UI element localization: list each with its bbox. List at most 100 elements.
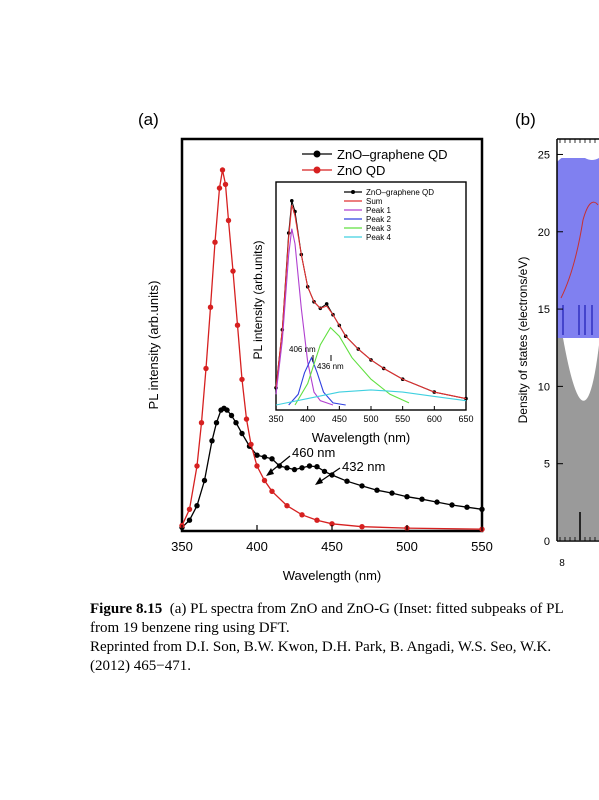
series-1-point: [243, 416, 250, 422]
inset-legend-marker: [351, 190, 355, 194]
series-1-point: [234, 322, 241, 328]
series-0-point: [284, 465, 290, 471]
inset-series-line-3: [288, 356, 346, 406]
series-1-point: [239, 376, 245, 383]
series-0-point: [213, 420, 220, 426]
series-1-point: [230, 268, 236, 274]
series-1-point: [207, 304, 214, 310]
series-0-point: [314, 464, 320, 470]
series-1-point: [203, 365, 209, 372]
annotation-432nm: 432 nm: [342, 459, 385, 474]
panel-a-y-axis-label: PL intensity (arb.units): [146, 281, 161, 410]
series-0-point: [299, 465, 305, 471]
series-1-point: [254, 463, 260, 469]
series-0-point: [201, 477, 208, 484]
panel-a-annotations: 460 nm 432 nm: [266, 445, 385, 485]
legend-label-zno-graphene: ZnO–graphene QD: [337, 147, 448, 162]
inset-legend-label: Peak 3: [366, 224, 391, 233]
inset-legend-label: Peak 1: [366, 206, 391, 215]
inset-y-axis-label: PL intensity (arb.units): [251, 241, 265, 360]
series-0-point: [261, 454, 268, 460]
series-1-point: [269, 488, 275, 494]
panel-a-x-axis-label: Wavelength (nm): [283, 568, 382, 583]
caption-figure-label: Figure 8.15: [90, 601, 163, 617]
panel-b-y-tick-label: 25: [538, 149, 550, 161]
inset-x-axis-label: Wavelength (nm): [312, 430, 411, 445]
series-1-point: [216, 185, 223, 191]
series-0-point: [186, 517, 193, 523]
inset-x-tick-label: 550: [395, 414, 410, 424]
inset-annotations: 406 nm 436 nm: [289, 345, 344, 371]
series-0-point: [321, 468, 328, 475]
panel-b-x-tick-label: 8: [559, 558, 565, 569]
panel-b-y-tick-label: 10: [538, 381, 550, 393]
panel-b-y-axis-label: Density of states (electrons/eV): [516, 257, 530, 424]
panel-b-label: (b): [515, 110, 536, 129]
legend-label-zno: ZnO QD: [337, 163, 385, 178]
panel-b-blue-top-edge: [557, 140, 599, 162]
panel-a-legend: ZnO–graphene QD ZnO QD: [302, 147, 448, 178]
series-1-point: [314, 517, 320, 523]
inset-x-tick-label: 400: [300, 414, 315, 424]
inset-series-0-point: [290, 199, 294, 203]
series-1-point: [222, 181, 229, 188]
inset-x-tick-label: 450: [332, 414, 347, 424]
legend-marker-zno-graphene: [313, 150, 321, 158]
inset-x-tick-label: 650: [458, 414, 473, 424]
series-0-point: [228, 412, 235, 419]
inset-x-tick-label: 600: [427, 414, 442, 424]
series-0-point: [224, 407, 230, 413]
series-0-point: [239, 430, 245, 437]
series-1-point: [284, 503, 290, 509]
series-1-point: [219, 167, 226, 173]
series-0-point: [359, 483, 365, 489]
series-1-point: [198, 420, 205, 426]
series-0-point: [194, 503, 200, 509]
series-line-0: [181, 407, 483, 528]
annotation-arrowhead-460: [266, 468, 274, 476]
panel-a-x-ticks: 350 400 450 500 550: [171, 525, 493, 554]
inset-x-tick-label: 500: [363, 414, 378, 424]
series-0-point: [254, 452, 260, 458]
x-tick-label: 350: [171, 539, 193, 554]
series-1-point: [299, 512, 305, 518]
series-1-point: [186, 506, 193, 512]
series-0-point: [389, 490, 395, 496]
series-1-point: [194, 463, 200, 469]
inset-x-ticks: 350 400 450 500 550 600 650: [268, 406, 474, 424]
inset-legend-label: Sum: [366, 197, 383, 206]
panel-b-top-ticks: [559, 139, 596, 541]
series-0-point: [404, 494, 410, 500]
series-0-point: [344, 478, 350, 484]
inset-series-0-point: [324, 302, 329, 306]
panel-b-gray-gap: [563, 338, 599, 401]
series-1-point: [359, 524, 365, 530]
inset-legend-label: Peak 2: [366, 215, 391, 224]
panel-b-plot: [556, 138, 599, 542]
inset-series-0-point: [464, 396, 468, 401]
series-0-point: [434, 499, 440, 505]
x-tick-label: 450: [321, 539, 343, 554]
inset-legend-label: Peak 4: [366, 233, 391, 242]
series-0-point: [419, 496, 425, 502]
inset-series-line-5: [275, 389, 467, 406]
series-1-point: [329, 521, 335, 527]
panel-b-y-tick-label: 20: [538, 227, 550, 239]
inset-plot-area: [274, 199, 468, 406]
inset-x-tick-label: 350: [268, 414, 283, 424]
panel-b-y-tick-label: 0: [544, 536, 550, 548]
annotation-arrowhead-432: [315, 477, 323, 485]
caption-line-2: from 19 benzene ring using DFT.: [90, 620, 290, 636]
inset-axes-frame: [275, 181, 467, 411]
series-1-point: [212, 239, 218, 245]
inset-legend-label: ZnO–graphene QD: [366, 188, 434, 197]
panel-a-label: (a): [138, 110, 159, 129]
series-0-point: [269, 456, 275, 462]
series-0-point: [276, 463, 283, 469]
series-1-point: [225, 217, 232, 224]
x-tick-label: 550: [471, 539, 493, 554]
series-0-point: [306, 463, 313, 469]
panel-b-y-ticks: 0 5 10 15 20 25: [538, 149, 563, 548]
